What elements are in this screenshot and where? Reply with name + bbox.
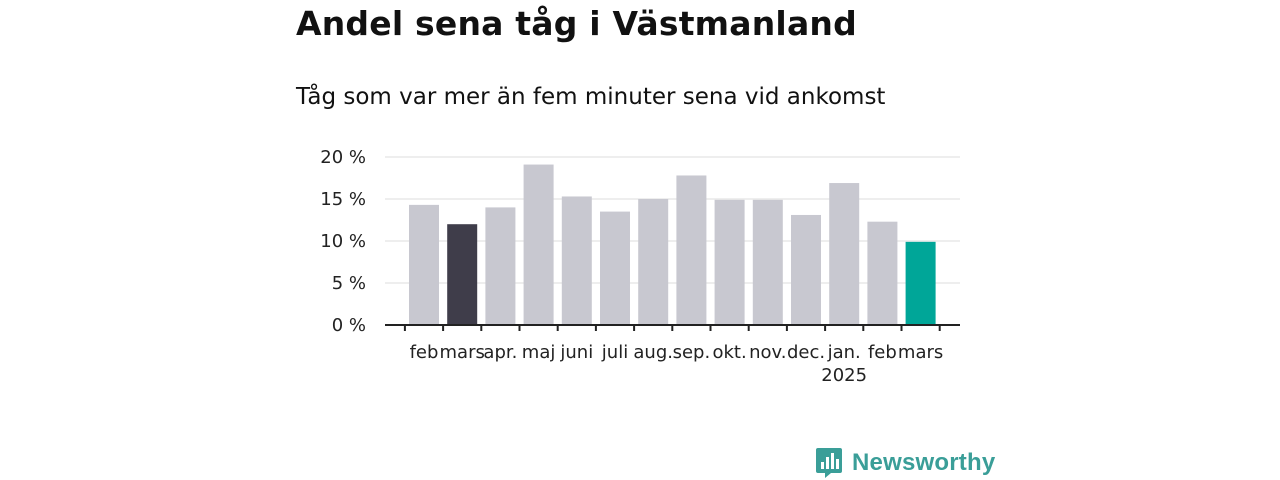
bar xyxy=(829,183,860,325)
newsworthy-logo-icon xyxy=(816,448,842,478)
bar xyxy=(409,204,439,325)
brand-name: Newsworthy xyxy=(852,449,996,476)
bar xyxy=(600,211,630,325)
y-tick-label: 5 % xyxy=(332,273,366,294)
bar xyxy=(638,199,669,325)
bar xyxy=(676,175,707,325)
x-tick-label: juli xyxy=(601,342,628,363)
brand-logo: Newsworthy xyxy=(815,447,995,479)
x-tick-label: sep. xyxy=(673,342,711,363)
x-tick-label: juni xyxy=(559,342,593,363)
y-tick-label: 0 % xyxy=(332,315,366,336)
x-tick-label: feb xyxy=(410,342,439,363)
x-tick-label: dec. xyxy=(787,342,825,363)
y-tick-label: 20 % xyxy=(320,147,366,168)
bar xyxy=(447,224,478,325)
x-tick-label: mars xyxy=(898,342,943,363)
x-tick-label: nov. xyxy=(749,342,786,363)
bar xyxy=(714,199,745,325)
bar xyxy=(561,196,592,325)
bar xyxy=(523,164,554,325)
chart-subtitle: Tåg som var mer än fem minuter sena vid … xyxy=(296,84,886,110)
bar xyxy=(791,214,821,325)
x-tick-label: okt. xyxy=(712,342,746,363)
x-tick-label: apr. xyxy=(483,342,517,363)
x-tick-label: maj xyxy=(522,342,556,363)
bar xyxy=(867,221,898,325)
bar xyxy=(485,207,516,325)
x-tick-label: feb xyxy=(868,342,897,363)
bar xyxy=(752,199,783,325)
bar xyxy=(905,241,936,325)
x-year-label: 2025 xyxy=(821,365,867,386)
x-tick-label: mars xyxy=(440,342,485,363)
y-tick-label: 15 % xyxy=(320,189,366,210)
chart-title: Andel sena tåg i Västmanland xyxy=(296,4,857,43)
x-tick-label: jan. xyxy=(827,342,861,363)
y-tick-label: 10 % xyxy=(320,231,366,252)
x-tick-label: aug. xyxy=(633,342,673,363)
